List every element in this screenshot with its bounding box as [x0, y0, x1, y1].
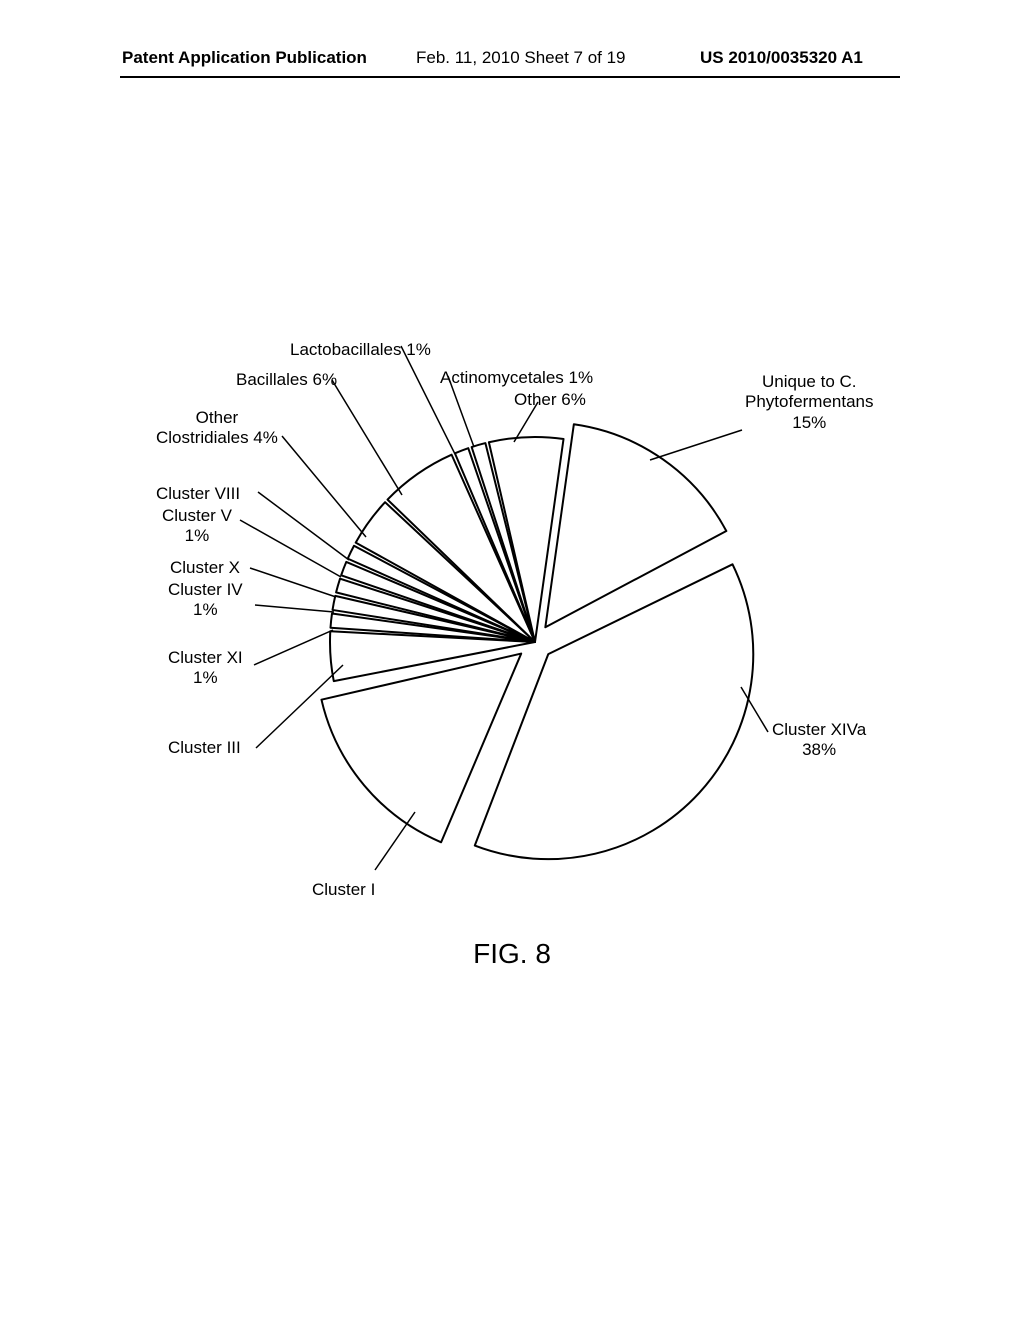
label-cluster-xiva: Cluster XIVa 38%: [772, 720, 866, 761]
label-cluster-xi: Cluster XI 1%: [168, 648, 243, 689]
label-cluster-v: Cluster V 1%: [162, 506, 232, 547]
label-lactobac: Lactobacillales 1%: [290, 340, 431, 360]
label-unique: Unique to C. Phytofermentans 15%: [745, 372, 874, 433]
header-right: US 2010/0035320 A1: [700, 48, 863, 68]
label-cluster-iv: Cluster IV 1%: [168, 580, 243, 621]
leader-cluster-i: [375, 812, 415, 870]
leader-cluster-xi: [254, 630, 333, 665]
leader-cluster-x: [250, 568, 336, 597]
leader-cluster-v: [240, 520, 341, 577]
header-rule: [120, 76, 900, 78]
label-other6: Other 6%: [514, 390, 586, 410]
page: Patent Application Publication Feb. 11, …: [0, 0, 1024, 1320]
page-header: Patent Application Publication Feb. 11, …: [0, 48, 1024, 88]
label-actinomyc: Actinomycetales 1%: [440, 368, 593, 388]
label-cluster-i: Cluster I: [312, 880, 375, 900]
leader-unique: [650, 430, 742, 460]
label-other-clost: Other Clostridiales 4%: [156, 408, 278, 449]
leader-other-clost: [282, 436, 366, 537]
header-left: Patent Application Publication: [122, 48, 367, 68]
label-cluster-viii: Cluster VIII: [156, 484, 240, 504]
pie-chart: Unique to C. Phytofermentans 15% Cluster …: [120, 320, 920, 970]
leader-cluster-iv: [255, 605, 334, 612]
leader-bacillales: [332, 380, 402, 495]
figure-caption: FIG. 8: [0, 938, 1024, 970]
leader-lactobac: [401, 346, 455, 454]
label-bacillales: Bacillales 6%: [236, 370, 337, 390]
label-cluster-iii: Cluster III: [168, 738, 241, 758]
leader-cluster-viii: [258, 492, 349, 560]
label-cluster-x: Cluster X: [170, 558, 240, 578]
header-mid: Feb. 11, 2010 Sheet 7 of 19: [416, 48, 626, 68]
